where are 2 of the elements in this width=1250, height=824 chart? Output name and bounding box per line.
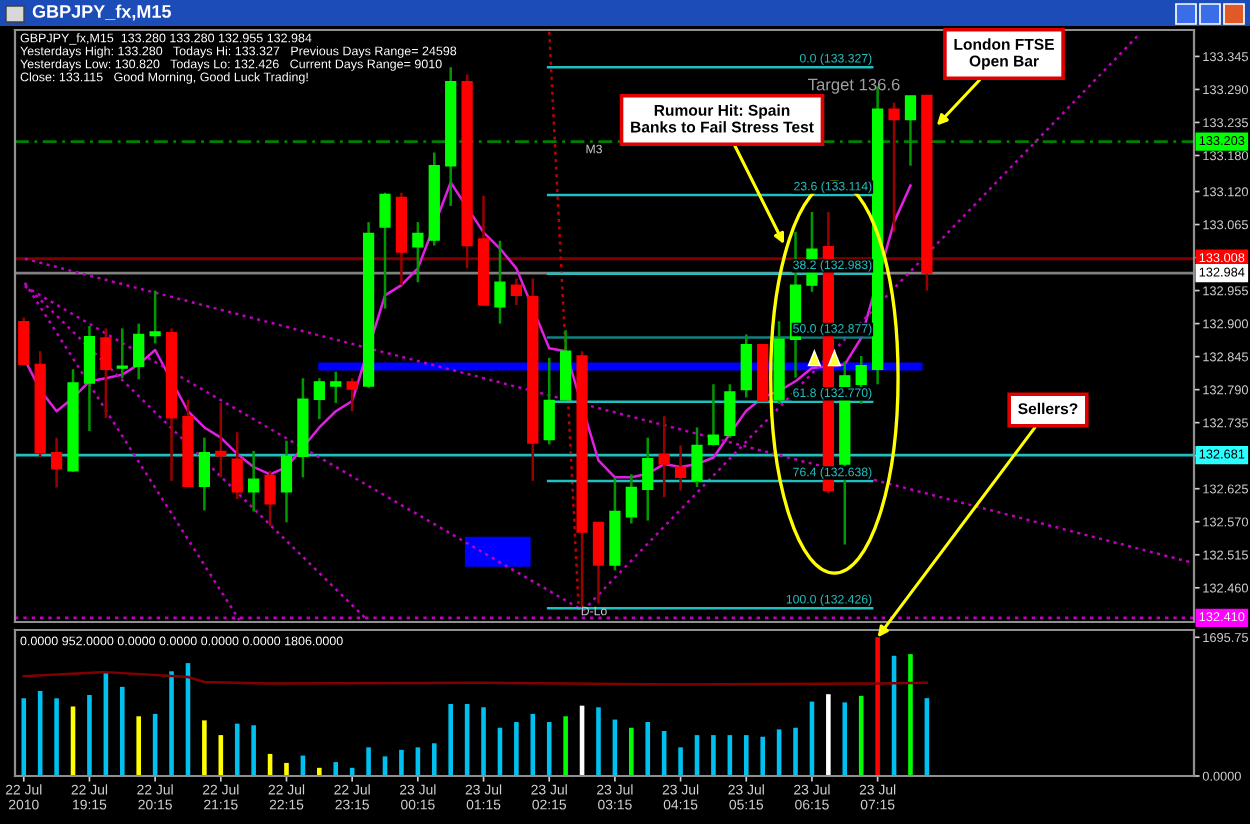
annotation: Target 136.6 [808, 78, 900, 94]
chart-title: GBPJPY_fx,M15 [32, 4, 171, 21]
